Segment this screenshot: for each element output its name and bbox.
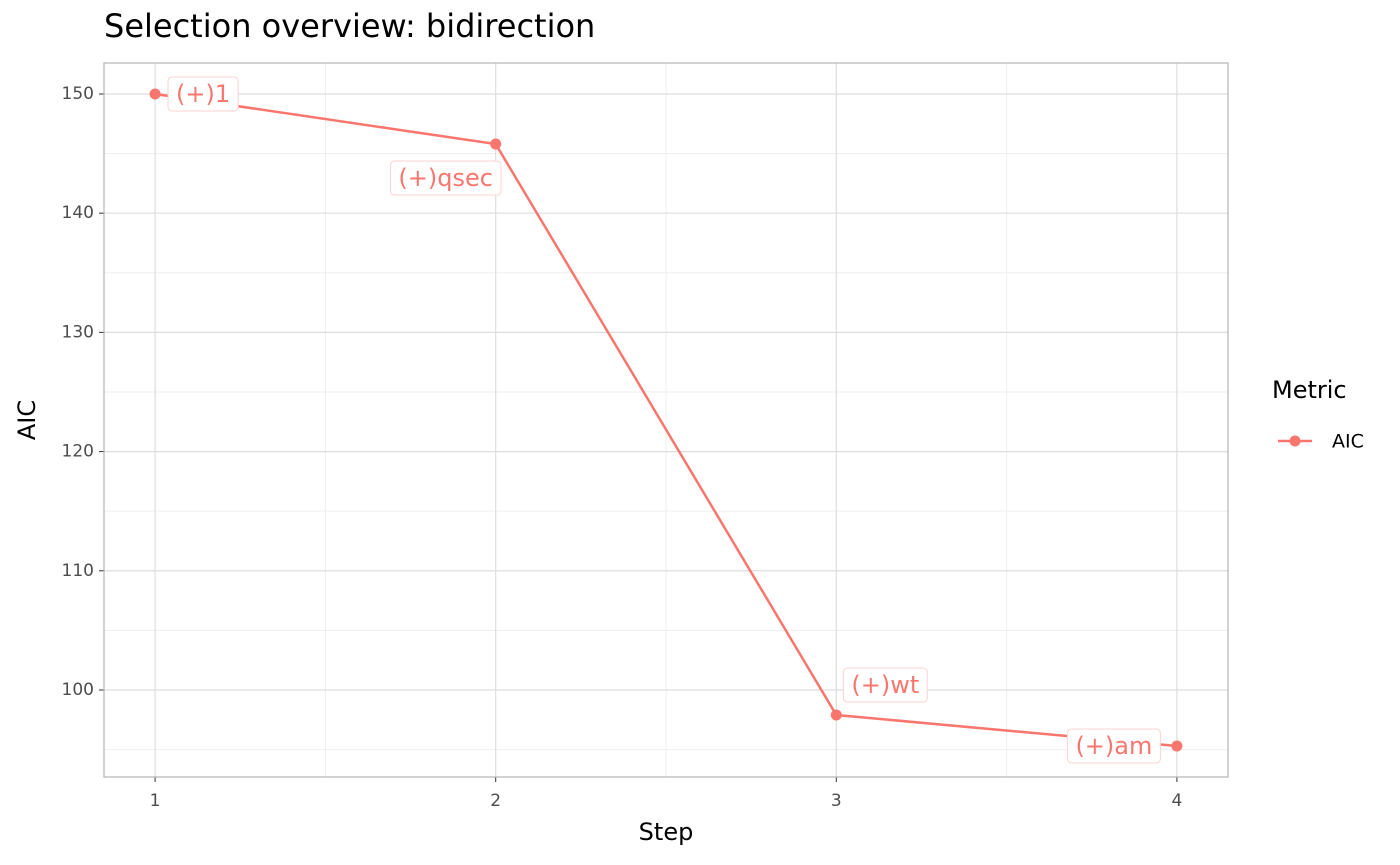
x-tick-label: 3: [831, 791, 842, 811]
y-tick-label: 100: [62, 680, 94, 700]
point-label-box: [1066, 728, 1161, 764]
point-label: (+)1: [176, 80, 230, 108]
legend-title: Metric: [1272, 376, 1347, 404]
y-tick-label: 130: [62, 322, 94, 342]
x-tick-label: 2: [490, 791, 501, 811]
y-tick-label: 140: [62, 203, 94, 223]
x-tick-label: 4: [1171, 791, 1182, 811]
y-tick-label: 110: [62, 561, 94, 581]
point-label-box: [842, 667, 928, 703]
legend-point: [1289, 435, 1301, 447]
chart-title: Selection overview: bidirection: [104, 7, 595, 45]
y-tick-label: 120: [62, 442, 94, 462]
legend-label: AIC: [1332, 431, 1364, 453]
y-axis-label: AIC: [13, 400, 41, 440]
point: [1171, 740, 1183, 752]
x-axis-label: Step: [639, 818, 694, 846]
y-tick-label: 150: [62, 84, 94, 104]
line: [154, 92, 1178, 748]
point-label: (+)wt: [851, 671, 919, 699]
x-tick-label: 1: [150, 791, 161, 811]
point: [490, 138, 502, 150]
plot-border: [103, 62, 1229, 778]
point: [149, 88, 161, 100]
point-label: (+)am: [1075, 732, 1152, 760]
point-label: (+)qsec: [398, 164, 493, 192]
point-label-box: [167, 76, 239, 112]
point-label-box: [389, 160, 502, 196]
point: [830, 709, 842, 721]
